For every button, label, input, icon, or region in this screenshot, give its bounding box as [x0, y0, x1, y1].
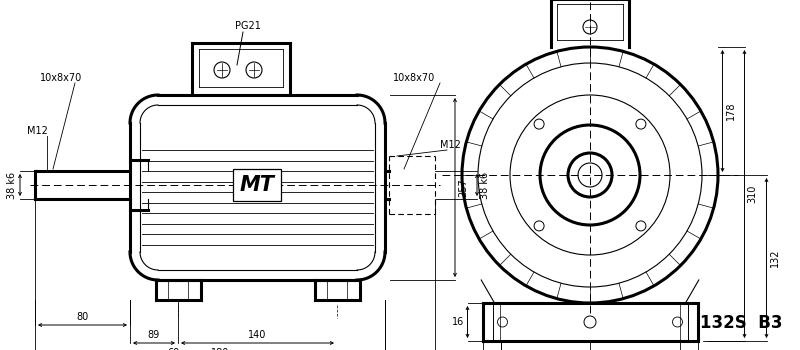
Text: M12: M12: [27, 126, 48, 136]
Text: 132: 132: [770, 249, 779, 267]
Text: 89: 89: [148, 330, 160, 340]
Text: 80: 80: [76, 312, 89, 322]
Text: 38 k6: 38 k6: [480, 172, 490, 198]
Text: 140: 140: [248, 330, 266, 340]
Text: 178: 178: [726, 102, 735, 120]
Text: 38 k6: 38 k6: [7, 172, 17, 198]
Text: 310: 310: [747, 185, 758, 203]
Text: MT: MT: [239, 175, 274, 195]
Text: 16: 16: [452, 317, 465, 327]
Text: PG21: PG21: [235, 21, 261, 31]
Text: 257: 257: [458, 178, 468, 197]
Text: 132S  B3: 132S B3: [699, 314, 782, 332]
Text: M12: M12: [440, 140, 461, 150]
Text: 10x8x70: 10x8x70: [40, 73, 82, 83]
Text: 180: 180: [211, 348, 230, 350]
Text: 60: 60: [167, 348, 179, 350]
Text: 10x8x70: 10x8x70: [393, 73, 435, 83]
